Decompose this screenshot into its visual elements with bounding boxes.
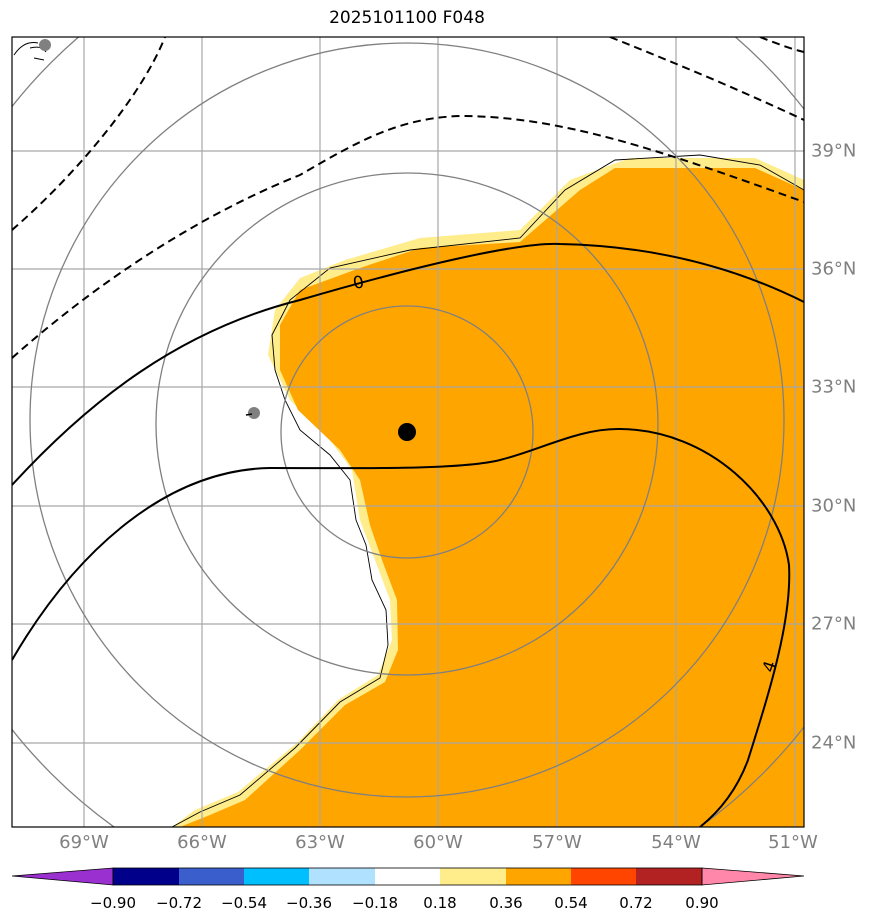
colorbar-low-extension — [11, 867, 114, 886]
colorbar — [11, 867, 805, 886]
lat-label: 36°N — [811, 258, 857, 280]
lat-label: 33°N — [811, 376, 857, 398]
colorbar-tick-label: −0.72 — [156, 894, 202, 912]
lon-label: 69°W — [59, 832, 109, 853]
graticule — [12, 37, 804, 827]
colorbar-tick-label: −0.18 — [352, 894, 398, 912]
colorbar-tick-label: 0.54 — [554, 894, 588, 912]
lon-label: 54°W — [651, 832, 701, 853]
colorbar-tick-label: −0.54 — [221, 894, 267, 912]
lon-label: 66°W — [177, 832, 227, 853]
gray-point-marker — [248, 407, 260, 419]
orange-region — [180, 168, 804, 827]
storm-center-marker — [398, 423, 416, 441]
contour-label-0: 0 — [351, 272, 366, 294]
solid-contours — [12, 242, 804, 827]
lon-label: 57°W — [532, 832, 582, 853]
gray-point-marker-corner — [39, 39, 51, 51]
lon-label: 63°W — [295, 832, 345, 853]
dashed-contours — [12, 37, 804, 359]
gray-point-tick — [245, 413, 253, 416]
lat-label: 27°N — [811, 613, 857, 635]
lat-label: 30°N — [811, 495, 857, 517]
lon-label: 51°W — [768, 832, 818, 853]
lat-label: 24°N — [811, 732, 857, 754]
colorbar-tick-label: 0.36 — [489, 894, 523, 912]
colorbar-high-extension — [701, 867, 805, 886]
colorbar-tick-label: 0.90 — [685, 894, 719, 912]
map-title: 2025101100 F048 — [329, 8, 485, 28]
lat-label: 39°N — [811, 140, 857, 162]
colorbar-tick-label: 0.18 — [423, 894, 457, 912]
map-frame — [11, 36, 805, 828]
colorbar-tick-label: −0.90 — [90, 894, 136, 912]
lon-label: 60°W — [413, 832, 463, 853]
colorbar-tick-label: 0.72 — [619, 894, 653, 912]
colorbar-tick-label: −0.36 — [286, 894, 332, 912]
